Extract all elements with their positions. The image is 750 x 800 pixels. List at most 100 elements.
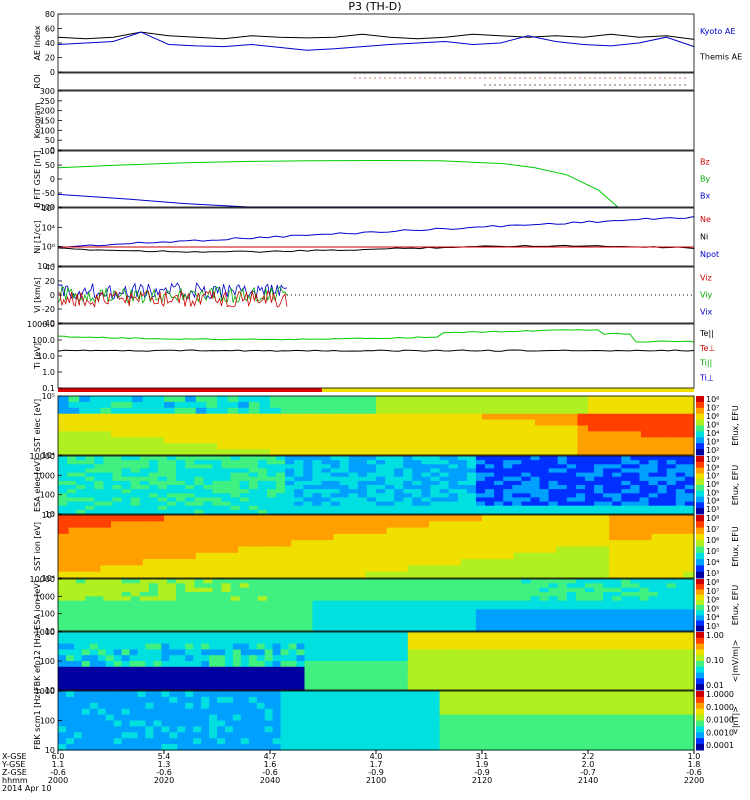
spectrogram-cell: [68, 401, 80, 409]
spectrogram-cell: [312, 396, 324, 403]
spectrogram-cell: [296, 696, 306, 704]
spectrogram-cell: [257, 489, 268, 494]
spectrogram-cell: [221, 618, 232, 623]
spectrogram-cell: [666, 468, 677, 474]
spectrogram-cell: [466, 596, 477, 602]
spectrogram-cell: [291, 515, 303, 522]
colorbar-segment: [696, 437, 704, 444]
spectrogram-cell: [651, 425, 663, 432]
spectrogram-cell: [418, 515, 430, 522]
spectrogram-cell: [403, 456, 413, 461]
spectrogram-cell: [272, 732, 282, 739]
roi-dot: [624, 84, 626, 86]
spectrogram-cell: [256, 678, 266, 685]
spectrogram-cell: [267, 618, 277, 623]
spectrogram-cell: [240, 714, 250, 722]
spectrogram-cell: [686, 655, 695, 662]
spectrogram-cell: [684, 587, 695, 593]
spectrogram-cell: [248, 476, 259, 482]
spectrogram-cell: [185, 425, 197, 432]
spectrogram-cell: [185, 419, 197, 427]
spectrogram-cell: [598, 419, 610, 427]
spectrogram-cell: [495, 672, 504, 679]
spectrogram-cell: [492, 552, 504, 560]
spectrogram-cell: [535, 521, 547, 529]
spectrogram-cell: [280, 565, 292, 573]
spectrogram-cell: [328, 672, 337, 679]
spectrogram-cell: [112, 456, 123, 461]
spectrogram-cell: [145, 678, 154, 685]
spectrogram-cell: [535, 559, 547, 566]
sst_i-colorbar: [696, 515, 704, 579]
spectrogram-cell: [448, 501, 459, 507]
spectrogram-cell: [566, 632, 576, 639]
spectrogram-cell: [137, 678, 147, 685]
spectrogram-cell: [512, 472, 522, 478]
spectrogram-cell: [391, 696, 401, 704]
spectrogram-cell: [248, 468, 259, 474]
spectrogram-cell: [312, 649, 321, 656]
spectrogram-cell: [225, 684, 234, 691]
spectrogram-cell: [670, 661, 679, 668]
spectrogram-cell: [503, 546, 515, 554]
spectrogram-cell: [539, 587, 550, 593]
spectrogram-cell: [280, 708, 290, 716]
spectrogram-cell: [598, 396, 610, 403]
spectrogram-cell: [304, 678, 314, 685]
spectrogram-cell: [304, 744, 314, 751]
spectrogram-cell: [439, 622, 450, 628]
spectrogram-cell: [494, 622, 504, 628]
ytick-label: 0.1: [42, 384, 55, 393]
spectrogram-cell: [167, 609, 177, 615]
colorbar-tick: 10⁹: [706, 455, 719, 464]
spectrogram-cell: [641, 515, 653, 522]
spectrogram-cell: [193, 684, 202, 691]
spectrogram-cell: [566, 678, 576, 685]
spectrogram-cell: [97, 696, 107, 704]
spectrogram-cell: [368, 632, 377, 639]
spectrogram-cell: [535, 437, 547, 444]
spectrogram-cell: [230, 505, 241, 511]
spectrogram-cell: [94, 493, 104, 498]
spectrogram-cell: [68, 425, 80, 432]
spectrogram-cell: [360, 691, 369, 698]
spectrogram-cell: [666, 605, 677, 610]
spectrogram-cell: [209, 708, 218, 716]
spectrogram-cell: [76, 509, 86, 515]
spectrogram-cell: [288, 661, 298, 668]
roi-dot: [634, 77, 636, 79]
spectrogram-cell: [113, 655, 123, 662]
spectrogram-cell: [675, 472, 686, 478]
spectrogram-cell: [609, 552, 621, 560]
spectrogram-cell: [535, 515, 547, 522]
colorbar-tick: 10⁴: [706, 429, 719, 438]
spectrogram-cell: [457, 468, 468, 474]
spectrogram-cell: [344, 401, 356, 409]
spectrogram-cell: [648, 509, 659, 515]
spectrogram-cell: [177, 661, 186, 668]
spectrogram-cell: [475, 596, 486, 602]
spectrogram-cell: [503, 464, 513, 469]
spectrogram-cell: [455, 684, 465, 691]
spectrogram-cell: [161, 643, 170, 650]
spectrogram-cell: [303, 605, 313, 610]
spectrogram-cell: [164, 565, 176, 573]
spectrogram-cell: [397, 443, 409, 450]
spectrogram-cell: [239, 622, 250, 628]
spectrogram-cell: [558, 744, 568, 751]
esa_e-frame: [57, 455, 695, 515]
spectrogram-cell: [169, 672, 178, 679]
spectrogram-cell: [471, 744, 480, 751]
spectrogram-cell: [301, 559, 313, 566]
spectrogram-cell: [256, 666, 266, 674]
spectrogram-cell: [630, 425, 642, 432]
spectrogram-cell: [494, 613, 504, 619]
spectrogram-cell: [176, 505, 186, 511]
spectrogram-cell: [684, 622, 695, 628]
spectrogram-cell: [594, 489, 604, 494]
spectrogram-cell: [448, 583, 459, 589]
spectrogram-cell: [639, 605, 650, 610]
spectrogram-cell: [328, 632, 337, 639]
spectrogram-cell: [558, 714, 568, 722]
spectrogram-cell: [430, 613, 441, 619]
